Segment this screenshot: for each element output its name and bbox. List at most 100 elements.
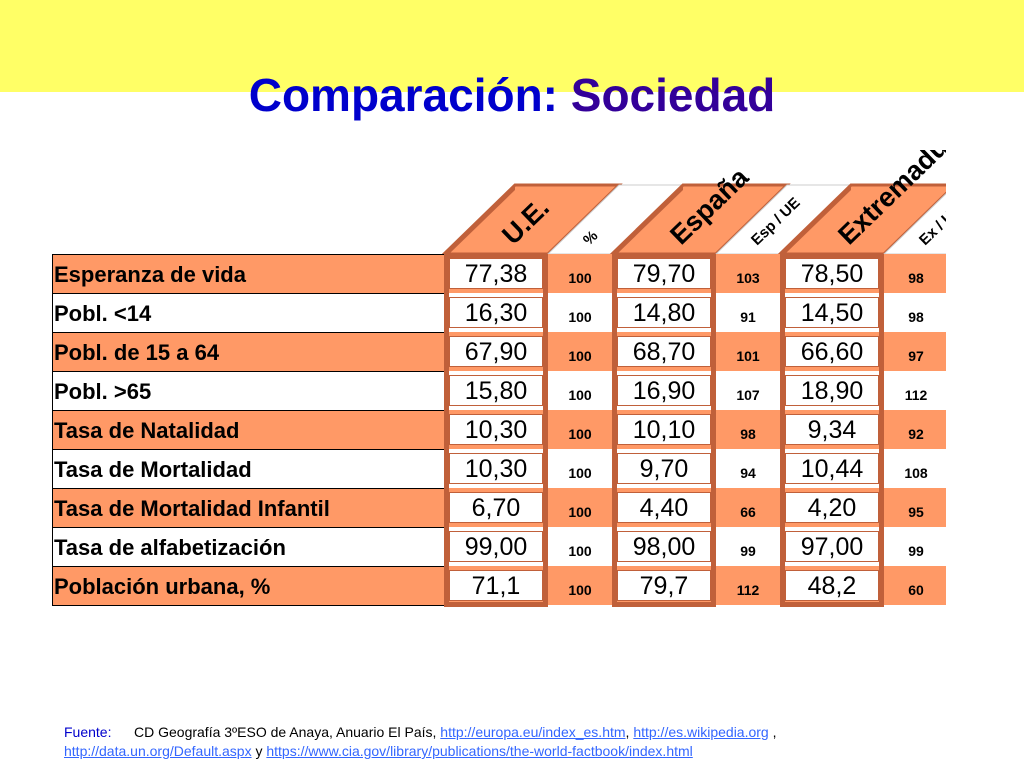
row-label: Población urbana, %: [54, 574, 271, 599]
pct-cell-ex_pct: 112: [904, 387, 928, 403]
value-cell-es: 98,00: [632, 533, 696, 561]
value-cell-box: [449, 414, 543, 445]
footer-label: Fuente:: [64, 724, 112, 740]
value-cell-ue: 10,30: [464, 455, 528, 483]
pct-cell-es_pct: 66: [740, 504, 756, 520]
value-cell-es: 68,70: [632, 338, 696, 366]
footer-separator: y: [251, 743, 267, 759]
footer-link-wikipedia[interactable]: http://es.wikipedia.org: [633, 724, 769, 740]
value-cell-box: [785, 336, 879, 367]
pct-cell-ex_pct: 97: [908, 348, 924, 364]
value-cell-box: [785, 570, 879, 601]
pct-cell-ex_pct: 60: [908, 582, 924, 598]
pct-cell-es_pct: 99: [740, 543, 756, 559]
pct-cell-ex_pct: 98: [908, 309, 924, 325]
pct-cell-ue_pct: 100: [568, 270, 592, 286]
pct-cell-ex_pct: 92: [908, 426, 924, 442]
value-cell-box: [449, 336, 543, 367]
source-footer: Fuente: CD Geografía 3ºESO de Anaya, Anua…: [64, 723, 964, 761]
value-cell-box: [785, 258, 879, 289]
value-cell-box: [617, 414, 711, 445]
value-cell-box: [617, 531, 711, 562]
value-cell-box: [785, 375, 879, 406]
pct-cell-es_pct: 94: [740, 465, 756, 481]
value-cell-box: [449, 570, 543, 601]
footer-separator: ,: [768, 724, 777, 740]
value-cell-box: [785, 414, 879, 445]
footer-link-cia-factbook[interactable]: https://www.cia.gov/library/publications…: [266, 743, 693, 759]
value-cell-box: [449, 531, 543, 562]
pct-cell-ue_pct: 100: [568, 309, 592, 325]
value-cell-es: 16,90: [632, 377, 696, 405]
page-title: Comparación: Sociedad: [0, 66, 1024, 124]
value-cell-box: [449, 258, 543, 289]
row-divider: [52, 371, 444, 372]
pct-cell-ue_pct: 100: [568, 348, 592, 364]
value-cell-es: 79,70: [632, 260, 696, 288]
pct-cell-es_pct: 101: [736, 348, 760, 364]
row-divider: [52, 410, 444, 411]
pct-cell-ue_pct: 100: [568, 543, 592, 559]
pct-cell-ue_pct: 100: [568, 504, 592, 520]
value-cell-es: 4,40: [639, 494, 689, 522]
value-cell-ue: 15,80: [464, 377, 528, 405]
value-cell-ex: 9,34: [807, 416, 857, 444]
title-part-1: Comparación:: [248, 69, 571, 121]
value-cell-ex: 78,50: [800, 260, 864, 288]
row-divider: [52, 332, 444, 333]
value-cell-ue: 67,90: [464, 338, 528, 366]
value-cell-box: [449, 375, 543, 406]
pct-cell-ex_pct: 98: [908, 270, 924, 286]
row-divider: [52, 293, 444, 294]
row-label: Pobl. de 15 a 64: [54, 340, 220, 365]
value-cell-es: 10,10: [632, 416, 696, 444]
row-divider: [52, 527, 444, 528]
value-cell-ex: 97,00: [800, 533, 864, 561]
row-label: Tasa de Mortalidad: [54, 457, 252, 482]
footer-link-europa[interactable]: http://europa.eu/index_es.htm: [440, 724, 626, 740]
row-divider: [52, 605, 444, 606]
value-cell-box: [617, 492, 711, 523]
value-cell-box: [785, 531, 879, 562]
pct-cell-ex_pct: 108: [904, 465, 928, 481]
value-cell-ex: 66,60: [800, 338, 864, 366]
value-cell-ex: 4,20: [807, 494, 857, 522]
row-label: Esperanza de vida: [54, 262, 246, 287]
value-cell-ue: 99,00: [464, 533, 528, 561]
value-cell-ue: 6,70: [471, 494, 521, 522]
value-cell-ue: 16,30: [464, 299, 528, 327]
footer-text: CD Geografía 3ºESO de Anaya, Anuario El …: [134, 724, 441, 740]
pct-cell-ex_pct: 95: [908, 504, 924, 520]
table-left-border: [52, 254, 53, 605]
row-label: Tasa de Mortalidad Infantil: [54, 496, 330, 521]
footer-separator: ,: [625, 724, 634, 740]
row-label: Pobl. >65: [54, 379, 152, 404]
value-cell-box: [617, 297, 711, 328]
title-band: [0, 0, 1024, 92]
pct-cell-es_pct: 91: [740, 309, 756, 325]
row-divider: [52, 254, 444, 255]
footer-link-un-data[interactable]: http://data.un.org/Default.aspx: [64, 743, 252, 759]
value-cell-ue: 71,1: [471, 572, 521, 600]
pct-cell-es_pct: 103: [736, 270, 760, 286]
pct-cell-es_pct: 107: [736, 387, 760, 403]
row-divider: [52, 488, 444, 489]
pct-cell-es_pct: 98: [740, 426, 756, 442]
pct-cell-ue_pct: 100: [568, 387, 592, 403]
row-label: Tasa de Natalidad: [54, 418, 240, 443]
value-cell-ex: 48,2: [807, 572, 857, 600]
value-cell-ex: 18,90: [800, 377, 864, 405]
value-cell-box: [785, 453, 879, 484]
pct-cell-ue_pct: 100: [568, 465, 592, 481]
value-cell-ex: 14,50: [800, 299, 864, 327]
value-cell-es: 79,7: [639, 572, 689, 600]
row-label: Pobl. <14: [54, 301, 152, 326]
value-cell-ue: 77,38: [464, 260, 528, 288]
value-cell-box: [785, 297, 879, 328]
value-cell-box: [617, 336, 711, 367]
value-cell-box: [449, 492, 543, 523]
value-cell-box: [449, 297, 543, 328]
row-divider: [52, 566, 444, 567]
row-label: Tasa de alfabetización: [54, 535, 286, 560]
